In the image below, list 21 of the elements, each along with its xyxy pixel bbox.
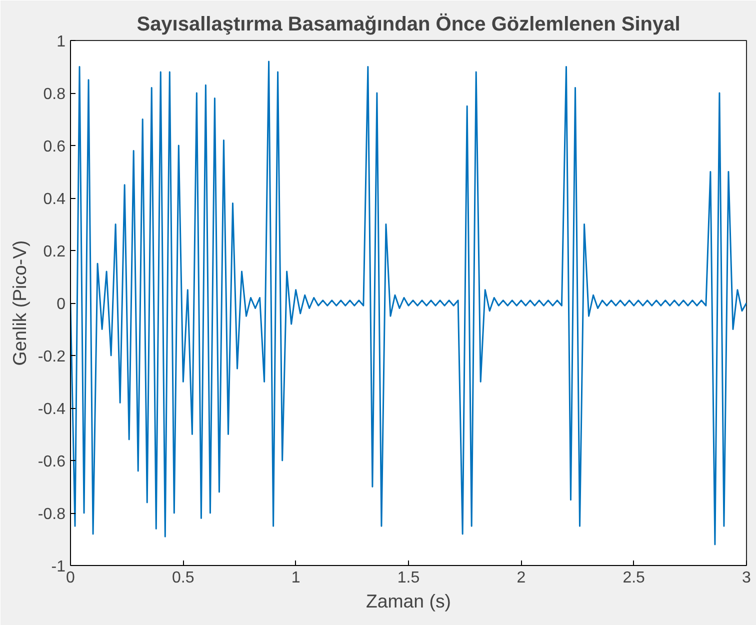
y-tick-label: -0.6 bbox=[38, 454, 66, 470]
y-axis-title: Genlik (Pico-V) bbox=[8, 240, 30, 366]
line-series bbox=[70, 60, 746, 546]
y-tick-label: 0.6 bbox=[43, 138, 66, 156]
y-tick-label: -0.4 bbox=[38, 401, 66, 418]
x-tick-label: 2 bbox=[516, 570, 526, 586]
chart-title: Sayısallaştırma Basamağından Önce Gözlemlenen Sinyal bbox=[136, 12, 680, 36]
x-tick-label: 3 bbox=[742, 570, 752, 586]
y-tick-label: -0.8 bbox=[38, 506, 66, 523]
y-tick-label: 0.4 bbox=[43, 191, 66, 208]
x-tick-label: 0.5 bbox=[172, 570, 194, 586]
x-tick-label: 1 bbox=[291, 570, 300, 586]
x-axis-title: Zaman (s) bbox=[366, 590, 452, 612]
y-tick-label: 0 bbox=[56, 296, 66, 313]
y-tick-label: 1 bbox=[56, 34, 66, 50]
y-tick-label: -0.2 bbox=[38, 348, 66, 366]
x-tick-label: 1.5 bbox=[397, 570, 420, 586]
y-tick-label: 0.2 bbox=[43, 244, 66, 260]
x-tick-label: 2.5 bbox=[622, 570, 646, 586]
y-tick-label: 0.8 bbox=[43, 86, 66, 103]
y-tick-label: -1 bbox=[51, 558, 66, 576]
